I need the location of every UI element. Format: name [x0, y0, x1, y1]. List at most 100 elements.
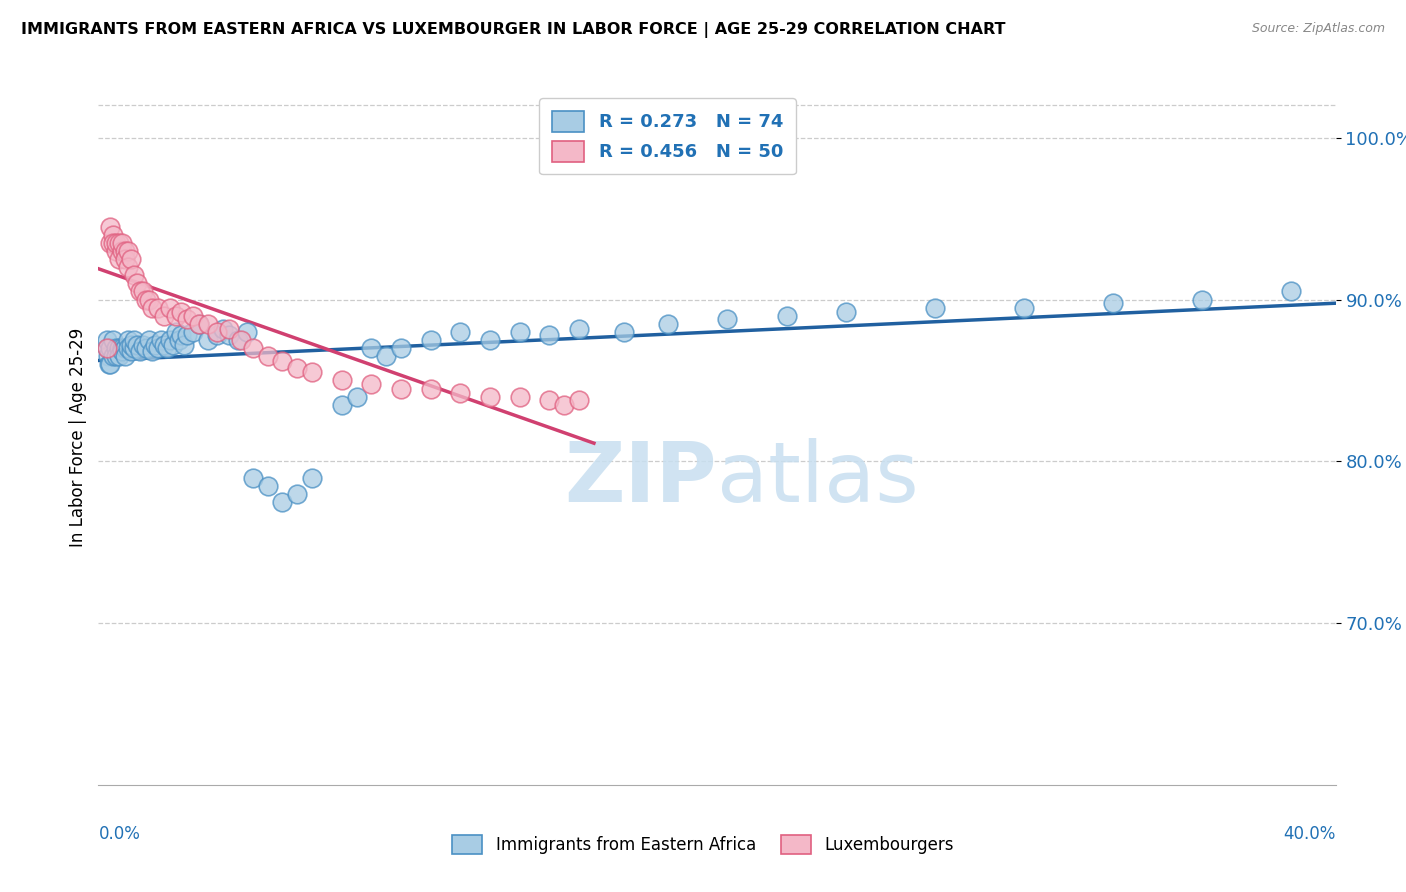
Point — [360, 376, 382, 391]
Point — [271, 495, 294, 509]
Point — [132, 285, 155, 299]
Point — [103, 227, 125, 242]
Point — [98, 235, 121, 250]
Point — [97, 357, 120, 371]
Point — [129, 285, 152, 299]
Point — [117, 341, 139, 355]
Point — [212, 321, 235, 335]
Point — [197, 333, 219, 347]
Point — [135, 293, 157, 307]
Legend: R = 0.273   N = 74, R = 0.456   N = 50: R = 0.273 N = 74, R = 0.456 N = 50 — [540, 98, 796, 174]
Text: ZIP: ZIP — [565, 438, 717, 519]
Point — [716, 312, 738, 326]
Point — [538, 392, 561, 407]
Point — [346, 390, 368, 404]
Point — [103, 333, 125, 347]
Point — [129, 344, 152, 359]
Point — [170, 328, 193, 343]
Point — [301, 470, 323, 484]
Text: Source: ZipAtlas.com: Source: ZipAtlas.com — [1251, 22, 1385, 36]
Text: IMMIGRANTS FROM EASTERN AFRICA VS LUXEMBOURGER IN LABOR FORCE | AGE 25-29 CORREL: IMMIGRANTS FROM EASTERN AFRICA VS LUXEMB… — [21, 22, 1005, 38]
Point — [1279, 285, 1302, 299]
Point — [111, 235, 134, 250]
Point — [553, 398, 575, 412]
Y-axis label: In Labor Force | Age 25-29: In Labor Force | Age 25-29 — [69, 327, 87, 547]
Point — [117, 244, 139, 258]
Point — [360, 341, 382, 355]
Point — [330, 398, 353, 412]
Point — [165, 325, 187, 339]
Point — [141, 344, 163, 359]
Point — [226, 333, 249, 347]
Point — [162, 338, 184, 352]
Point — [111, 344, 134, 359]
Point — [108, 235, 131, 250]
Point — [236, 325, 259, 339]
Text: 0.0%: 0.0% — [98, 825, 141, 843]
Point — [122, 268, 145, 283]
Point — [96, 341, 118, 355]
Point — [218, 328, 240, 343]
Point — [285, 486, 308, 500]
Point — [152, 309, 174, 323]
Point — [138, 293, 160, 307]
Point — [479, 390, 502, 404]
Point — [197, 317, 219, 331]
Point — [176, 328, 198, 343]
Point — [98, 341, 121, 355]
Point — [568, 321, 591, 335]
Point — [256, 349, 278, 363]
Point — [568, 392, 591, 407]
Point — [389, 341, 412, 355]
Point — [613, 325, 636, 339]
Point — [229, 333, 252, 347]
Point — [96, 333, 118, 347]
Point — [98, 219, 121, 234]
Point — [141, 301, 163, 315]
Point — [256, 478, 278, 492]
Legend: Immigrants from Eastern Africa, Luxembourgers: Immigrants from Eastern Africa, Luxembou… — [440, 823, 966, 866]
Point — [108, 252, 131, 266]
Point — [165, 309, 187, 323]
Point — [205, 325, 228, 339]
Point — [103, 235, 125, 250]
Point — [776, 309, 799, 323]
Point — [285, 360, 308, 375]
Point — [509, 325, 531, 339]
Point — [117, 260, 139, 275]
Text: atlas: atlas — [717, 438, 918, 519]
Point — [103, 349, 125, 363]
Point — [120, 344, 142, 359]
Point — [108, 341, 131, 355]
Point — [122, 341, 145, 355]
Point — [1191, 293, 1213, 307]
Point — [132, 338, 155, 352]
Point — [114, 349, 136, 363]
Text: 40.0%: 40.0% — [1284, 825, 1336, 843]
Point — [98, 357, 121, 371]
Point — [835, 305, 858, 319]
Point — [419, 333, 441, 347]
Point — [924, 301, 946, 315]
Point — [152, 338, 174, 352]
Point — [419, 382, 441, 396]
Point — [135, 341, 157, 355]
Point — [143, 338, 166, 352]
Point — [105, 341, 128, 355]
Point — [330, 374, 353, 388]
Point — [111, 244, 134, 258]
Point — [138, 333, 160, 347]
Point — [188, 317, 211, 331]
Point — [479, 333, 502, 347]
Point — [205, 328, 228, 343]
Point — [146, 341, 169, 355]
Point — [149, 333, 172, 347]
Point — [449, 325, 471, 339]
Point — [509, 390, 531, 404]
Point — [1012, 301, 1035, 315]
Point — [242, 470, 264, 484]
Point — [657, 317, 679, 331]
Point — [120, 252, 142, 266]
Point — [114, 252, 136, 266]
Point — [188, 317, 211, 331]
